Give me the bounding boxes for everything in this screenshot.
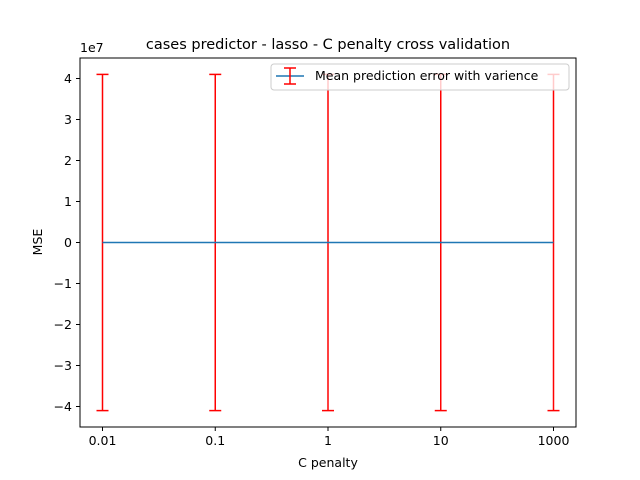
plot-content	[96, 73, 560, 412]
y-axis-label: MSE	[30, 229, 45, 256]
y-tick-label: 1	[64, 194, 72, 209]
y-tick-label: −1	[54, 276, 72, 291]
legend-errorbar-icon	[276, 67, 304, 85]
x-axis: 0.01 0.1 1 10 1000	[89, 427, 570, 448]
y-tick-label: −4	[54, 399, 72, 414]
y-tick-label: 2	[64, 153, 72, 168]
x-tick-label: 1	[324, 433, 332, 448]
y-tick-label: 4	[64, 71, 72, 86]
x-tick-label: 10	[433, 433, 449, 448]
x-axis-label: C penalty	[298, 455, 358, 470]
y-tick-label: 0	[64, 235, 72, 250]
chart-title: cases predictor - lasso - C penalty cros…	[146, 37, 510, 53]
y-offset-label: 1e7	[80, 40, 104, 55]
x-tick-label: 0.01	[89, 433, 117, 448]
y-tick-label: 3	[64, 112, 72, 127]
x-tick-label: 1000	[538, 433, 570, 448]
legend: Mean prediction error with varience	[270, 63, 570, 91]
legend-box	[270, 63, 570, 91]
x-tick-label: 0.1	[205, 433, 225, 448]
legend-entry-label: Mean prediction error with varience	[315, 68, 539, 83]
y-axis: −4 −3 −2 −1 0 1 2 3 4	[54, 71, 80, 414]
y-tick-label: −2	[54, 317, 72, 332]
y-tick-label: −3	[54, 358, 72, 373]
